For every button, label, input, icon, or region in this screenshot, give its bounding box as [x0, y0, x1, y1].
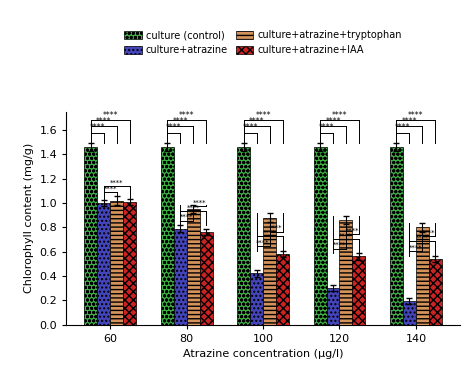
Legend: culture (control), culture+atrazine, culture+atrazine+tryptophan, culture+atrazi: culture (control), culture+atrazine, cul…: [121, 28, 405, 58]
Text: ****: ****: [179, 111, 194, 120]
Bar: [123, 202, 136, 325]
Text: ****: ****: [186, 204, 200, 210]
Bar: [263, 217, 276, 325]
Bar: [173, 229, 187, 325]
Text: ****: ****: [110, 179, 123, 185]
Text: ****: ****: [166, 123, 182, 132]
Text: ****: ****: [96, 117, 111, 126]
Text: ****: ****: [333, 242, 346, 248]
Text: ****: ****: [325, 117, 341, 126]
Text: ****: ****: [416, 235, 429, 241]
Text: ****: ****: [408, 111, 424, 120]
Bar: [339, 220, 353, 325]
Bar: [429, 259, 442, 325]
Bar: [187, 209, 200, 325]
Bar: [403, 301, 416, 325]
Bar: [390, 147, 403, 325]
Text: ****: ****: [269, 225, 283, 231]
Bar: [250, 273, 263, 325]
Text: ****: ****: [173, 117, 188, 126]
Text: ****: ****: [263, 230, 276, 236]
Text: ****: ****: [401, 117, 417, 126]
Bar: [200, 232, 213, 325]
Bar: [327, 288, 339, 325]
Bar: [110, 201, 123, 325]
Bar: [276, 254, 289, 325]
Bar: [313, 147, 327, 325]
Text: ****: ****: [180, 214, 193, 220]
Text: ****: ****: [339, 232, 353, 238]
X-axis label: Atrazine concentration (µg/l): Atrazine concentration (µg/l): [183, 349, 343, 359]
Bar: [97, 203, 110, 325]
Text: ****: ****: [193, 200, 206, 206]
Text: ****: ****: [332, 111, 347, 120]
Text: ****: ****: [319, 123, 334, 132]
Bar: [416, 227, 429, 325]
Text: ****: ****: [409, 244, 423, 250]
Bar: [161, 147, 173, 325]
Text: ****: ****: [255, 111, 271, 120]
Bar: [353, 257, 365, 325]
Text: ****: ****: [90, 123, 105, 132]
Text: ****: ****: [346, 228, 359, 233]
Text: ****: ****: [256, 239, 270, 245]
Text: ****: ****: [242, 123, 258, 132]
Bar: [237, 147, 250, 325]
Text: ****: ****: [422, 230, 436, 236]
Text: ****: ****: [102, 111, 118, 120]
Bar: [84, 147, 97, 325]
Y-axis label: Chlorophyll content (mg/g): Chlorophyll content (mg/g): [24, 143, 34, 293]
Text: ****: ****: [103, 185, 117, 191]
Text: ****: ****: [395, 123, 410, 132]
Text: ****: ****: [249, 117, 264, 126]
